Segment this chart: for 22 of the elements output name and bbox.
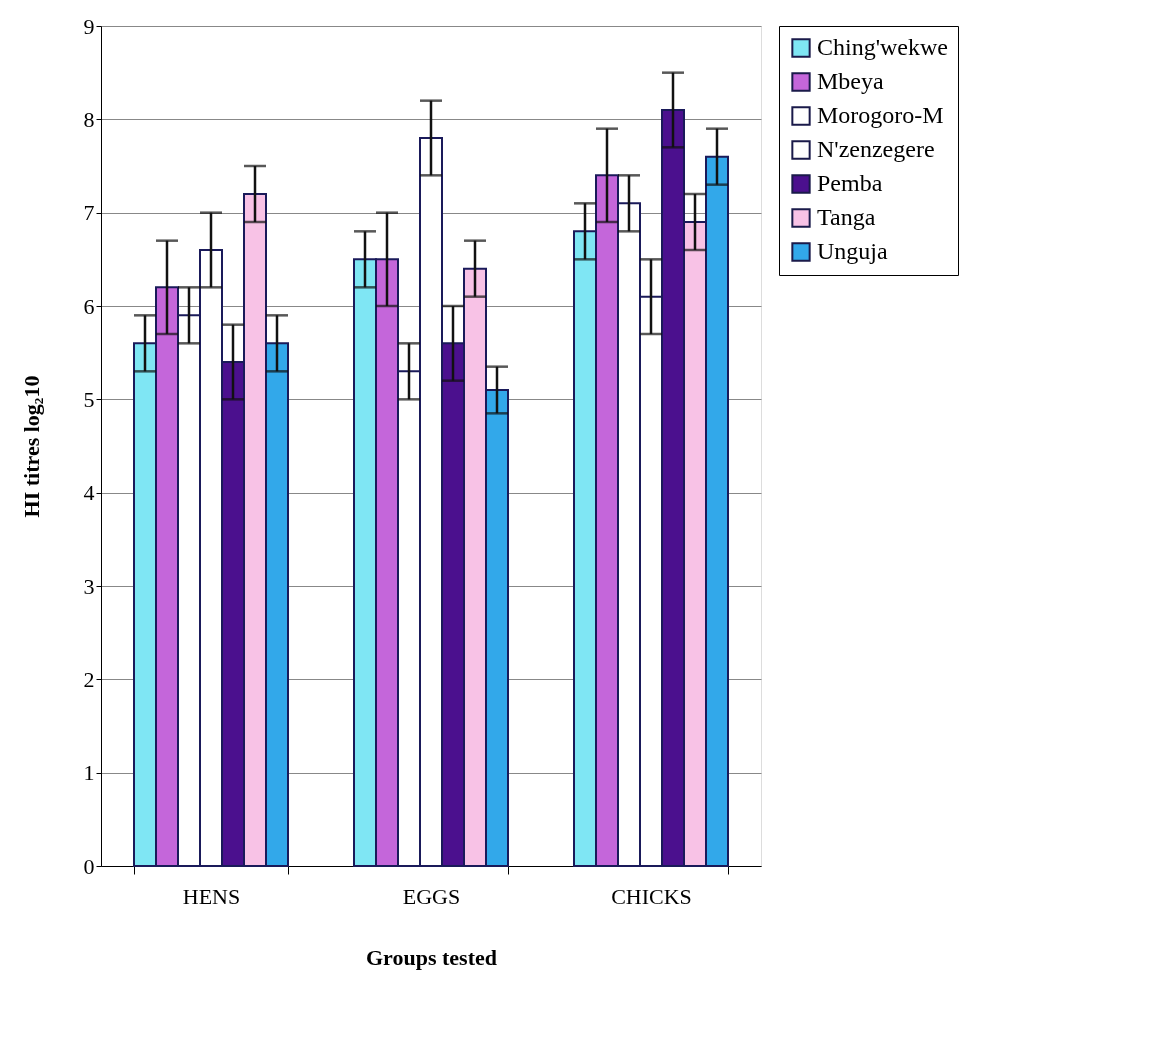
legend-label: N'zenzegere xyxy=(817,136,935,162)
x-tick-label: HENS xyxy=(182,883,241,909)
y-axis-title: HI titres log₂10 xyxy=(18,375,44,518)
y-tick-label: 2 xyxy=(83,666,95,692)
legend-label: Mbeya xyxy=(817,68,884,94)
x-axis-title: Groups tested xyxy=(366,944,497,970)
x-tick-label: EGGS xyxy=(402,883,461,909)
y-tick-label: 9 xyxy=(83,13,95,39)
y-tick-label: 4 xyxy=(83,480,95,506)
legend-label: Morogoro-M xyxy=(817,102,944,128)
legend-label: Tanga xyxy=(817,204,876,230)
legend-label: Pemba xyxy=(817,170,883,196)
legend-label: Ching'wekwe xyxy=(817,34,948,60)
y-tick-label: 1 xyxy=(83,760,95,786)
legend-label: Unguja xyxy=(817,238,888,264)
x-tick-label: CHICKS xyxy=(611,883,692,909)
y-tick-label: 6 xyxy=(83,293,95,319)
y-tick-label: 0 xyxy=(83,853,95,879)
y-tick-label: 5 xyxy=(83,386,95,412)
y-tick-label: 3 xyxy=(83,573,95,599)
y-tick-label: 7 xyxy=(83,200,95,226)
y-tick-label: 8 xyxy=(83,106,95,132)
